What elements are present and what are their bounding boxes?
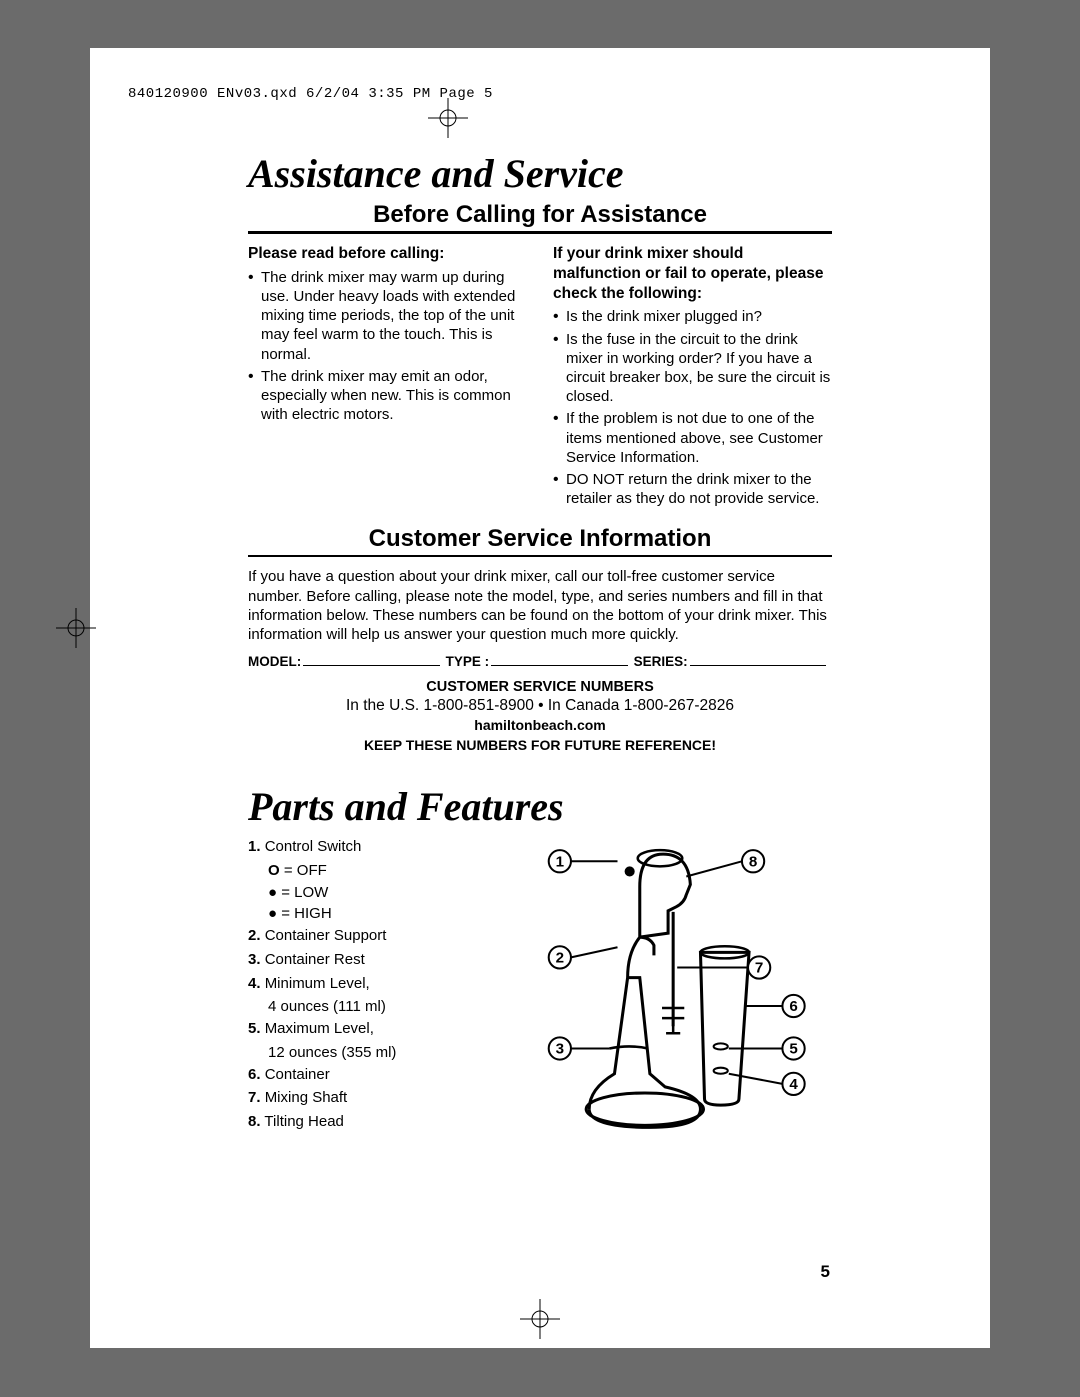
page-number: 5 xyxy=(821,1262,830,1282)
list-item: The drink mixer may warm up during use. … xyxy=(248,268,527,364)
model-type-series-line: MODEL: TYPE : SERIES: xyxy=(248,654,832,669)
left-bullet-list: The drink mixer may warm up during use. … xyxy=(248,268,527,425)
subhead-before-calling: Before Calling for Assistance xyxy=(248,201,832,229)
registration-mark-side xyxy=(56,608,96,653)
left-column: Please read before calling: The drink mi… xyxy=(248,244,527,511)
right-col-heading: If your drink mixer should malfunction o… xyxy=(553,244,832,303)
svg-text:2: 2 xyxy=(556,950,564,967)
divider xyxy=(248,231,832,234)
manual-page: 840120900 ENv03.qxd 6/2/04 3:35 PM Page … xyxy=(90,48,990,1348)
svg-text:6: 6 xyxy=(789,998,797,1015)
svg-text:5: 5 xyxy=(789,1041,797,1058)
csn-keep-notice: KEEP THESE NUMBERS FOR FUTURE REFERENCE! xyxy=(248,737,832,753)
list-item: The drink mixer may emit an odor, especi… xyxy=(248,367,527,425)
right-column: If your drink mixer should malfunction o… xyxy=(553,244,832,511)
svg-text:8: 8 xyxy=(749,853,757,870)
section-title-assistance: Assistance and Service xyxy=(248,150,832,197)
mixer-illustration-svg: 1 8 2 7 6 3 5 4 xyxy=(488,836,832,1140)
parts-block: 1. Control Switch O = OFF ● = LOW ● = HI… xyxy=(248,836,832,1145)
page-content: Assistance and Service Before Calling fo… xyxy=(128,150,952,1145)
model-label: MODEL: xyxy=(248,654,301,669)
right-bullet-list: Is the drink mixer plugged in? Is the fu… xyxy=(553,307,832,508)
section-title-parts: Parts and Features xyxy=(248,783,832,830)
list-item: DO NOT return the drink mixer to the ret… xyxy=(553,470,832,508)
print-job-header: 840120900 ENv03.qxd 6/2/04 3:35 PM Page … xyxy=(128,86,952,102)
svg-text:4: 4 xyxy=(789,1076,798,1093)
two-column-block: Please read before calling: The drink mi… xyxy=(248,244,832,511)
registration-mark-bottom xyxy=(520,1299,560,1344)
divider xyxy=(248,555,832,557)
svg-text:1: 1 xyxy=(556,853,564,870)
registration-mark-top xyxy=(128,104,952,132)
csn-phone-line: In the U.S. 1-800-851-8900 • In Canada 1… xyxy=(248,697,832,715)
svg-text:7: 7 xyxy=(755,960,763,977)
type-blank xyxy=(491,654,627,666)
series-label: SERIES: xyxy=(634,654,688,669)
list-item: If the problem is not due to one of the … xyxy=(553,409,832,467)
subhead-customer-service: Customer Service Information xyxy=(248,525,832,553)
list-item: Is the drink mixer plugged in? xyxy=(553,307,832,326)
list-item: Is the fuse in the circuit to the drink … xyxy=(553,330,832,407)
csn-website: hamiltonbeach.com xyxy=(248,717,832,733)
parts-list: 1. Control Switch O = OFF ● = LOW ● = HI… xyxy=(248,836,478,1145)
model-blank xyxy=(303,654,439,666)
series-blank xyxy=(690,654,826,666)
csn-heading: CUSTOMER SERVICE NUMBERS xyxy=(248,679,832,695)
customer-service-paragraph: If you have a question about your drink … xyxy=(248,567,832,644)
mixer-diagram: 1 8 2 7 6 3 5 4 xyxy=(488,836,832,1145)
type-label: TYPE : xyxy=(446,654,490,669)
left-col-heading: Please read before calling: xyxy=(248,244,527,264)
svg-text:3: 3 xyxy=(556,1041,564,1058)
